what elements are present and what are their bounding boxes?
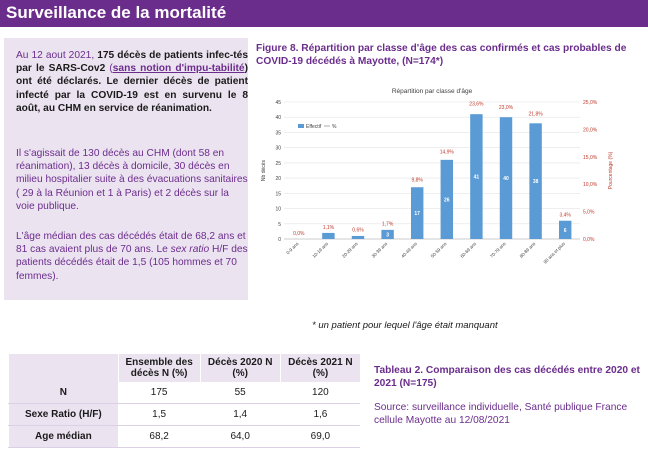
bar-value-label: 3 [386,232,389,238]
p1-text-underlined: sans notion d'impu-tabilité [112,63,245,75]
section-header: Surveillance de la mortalité [0,0,648,27]
y2-tick-label: 5,0% [583,210,595,216]
y-tick-label: 5 [278,222,281,228]
bar-80-89-ans [529,123,542,239]
pct-label: 1,7% [382,222,394,228]
y-tick-label: 35 [275,130,281,136]
x-tick-label: 90 ans et plus [543,241,567,265]
intro-paragraph-2: Il s'agissait de 130 décès au CHM (dont … [16,148,248,212]
x-tick-label: 40-49 ans [400,241,418,259]
y-tick-label: 40 [275,115,281,121]
row-label: Age médian [8,425,119,448]
x-tick-label: 0-9 ans [285,241,300,256]
bar-90-ans-et-plus [558,220,572,239]
pct-label: 0,0% [293,231,305,237]
table-cell: 1,4 [199,403,281,426]
p3-text-c: H/F des patients décédés était de 1,5 (1… [16,244,248,282]
x-tick-label: 70-79 ans [489,241,507,259]
bar-10-19-ans [322,232,335,239]
table-header-empty [8,354,119,382]
comparison-table: Ensemble des décès N (%) Décès 2020 N (%… [8,354,360,448]
table-cell: 68,2 [117,425,201,448]
bar-20-29-ans [351,235,365,239]
row-label: Sexe Ratio (H/F) [8,403,119,426]
y-tick-label: 15 [275,191,281,197]
pct-label: 14,9% [440,149,455,155]
row-label: N [8,382,119,404]
pct-label: 9,8% [411,177,423,183]
figure-note: * un patient pour lequel l'âge était man… [312,320,498,331]
table-cell: 1,5 [117,403,201,426]
table-row: Sexe Ratio (H/F) 1,5 1,4 1,6 [8,403,360,426]
x-tick-label: 60-69 ans [459,241,477,259]
comparison-table-wrap: Ensemble des décès N (%) Décès 2020 N (%… [8,354,360,448]
bar-40-49-ans [410,187,424,239]
bar-value-label: 40 [503,176,509,182]
y2-tick-label: 25,0% [583,100,598,106]
bar-60-69-ans [470,114,483,239]
figure-caption: Figure 8. Répartition par classe d'âge d… [256,43,627,67]
bar-70-79-ans [499,117,513,239]
table-header-2020: Décès 2020 N (%) [199,354,281,382]
pct-label: 23,6% [469,102,484,108]
y-axis-title: Nb décès [261,159,267,181]
y2-tick-label: 20,0% [583,127,598,133]
table-source: Source: surveillance individuelle, Santé… [374,402,628,426]
p1-text-bold: 175 décès de patients infec-tés par le S… [16,50,249,75]
pct-label: 3,4% [559,212,571,218]
y-tick-label: 20 [275,176,281,182]
bar-value-label: 17 [414,211,420,217]
bar-50-59-ans [440,159,454,239]
table-row: Age médian 68,2 64,0 69,0 [8,425,360,448]
table-cell: 120 [279,382,360,404]
bar-value-label: 26 [444,197,450,203]
y2-tick-label: 10,0% [583,182,598,188]
y-tick-label: 45 [275,100,281,106]
y2-tick-label: 15,0% [583,155,598,161]
p3-text-a: L'âge médian des cas décédés était de 68… [16,231,246,256]
p1-text-a: Au 12 aout 2021, [16,50,98,61]
intro-panel: Au 12 aout 2021, 175 décès de patients i… [4,38,248,300]
y-tick-label: 0 [278,237,281,243]
p3-text-italic: sex ratio [170,244,210,256]
table-cell: 69,0 [279,425,360,448]
y-tick-label: 25 [275,161,281,167]
bar-value-label: 38 [533,179,539,185]
chart-title: Répartition par classe d'âge [392,88,473,95]
pct-label: 0,6% [352,228,364,234]
table-header-all: Ensemble des décès N (%) [117,354,201,382]
table-header-2021: Décès 2021 N (%) [279,354,360,382]
x-tick-label: 50-59 ans [430,241,448,259]
bar-value-label: 6 [564,228,567,234]
bar-30-39-ans [381,229,394,239]
x-tick-label: 30-39 ans [371,241,389,259]
p1-text-e: ) ont été déclarés. Le dernier décès de … [16,63,248,114]
table-cell: 64,0 [199,425,281,448]
table-caption: Tableau 2. Comparaison des cas décédés e… [374,365,640,389]
table-row: N 175 55 120 [8,382,360,404]
pct-label: 21,8% [529,112,544,118]
pct-label: 1,1% [323,225,335,231]
x-tick-label: 10-19 ans [311,241,329,259]
legend-swatch-effectif [298,124,304,128]
table-cell: 1,6 [279,403,360,426]
intro-paragraph-3: L'âge médian des cas décédés était de 68… [16,230,248,283]
y-tick-label: 30 [275,146,281,152]
y-tick-label: 10 [275,207,281,213]
intro-paragraph-1: Au 12 aout 2021, 175 décès de patients i… [16,49,248,115]
table-header-row: Ensemble des décès N (%) Décès 2020 N (%… [8,354,360,382]
age-distribution-chart: Répartition par classe d'âge051015202530… [261,88,614,265]
table-cell: 175 [117,382,201,404]
y2-axis-title: Pourcentage (%) [608,151,614,189]
legend-label-effectif: Effectif [306,124,322,130]
x-tick-label: 80-89 ans [519,241,537,259]
table-cell: 55 [199,382,281,404]
legend-label-pct: % [332,124,337,130]
pct-label: 23,0% [499,105,514,111]
bar-value-label: 41 [474,175,480,181]
p1-text-c: ( [105,63,113,75]
x-tick-label: 20-29 ans [341,241,359,259]
section-title: Surveillance de la mortalité [6,3,227,22]
y2-tick-label: 0,0% [583,237,595,243]
